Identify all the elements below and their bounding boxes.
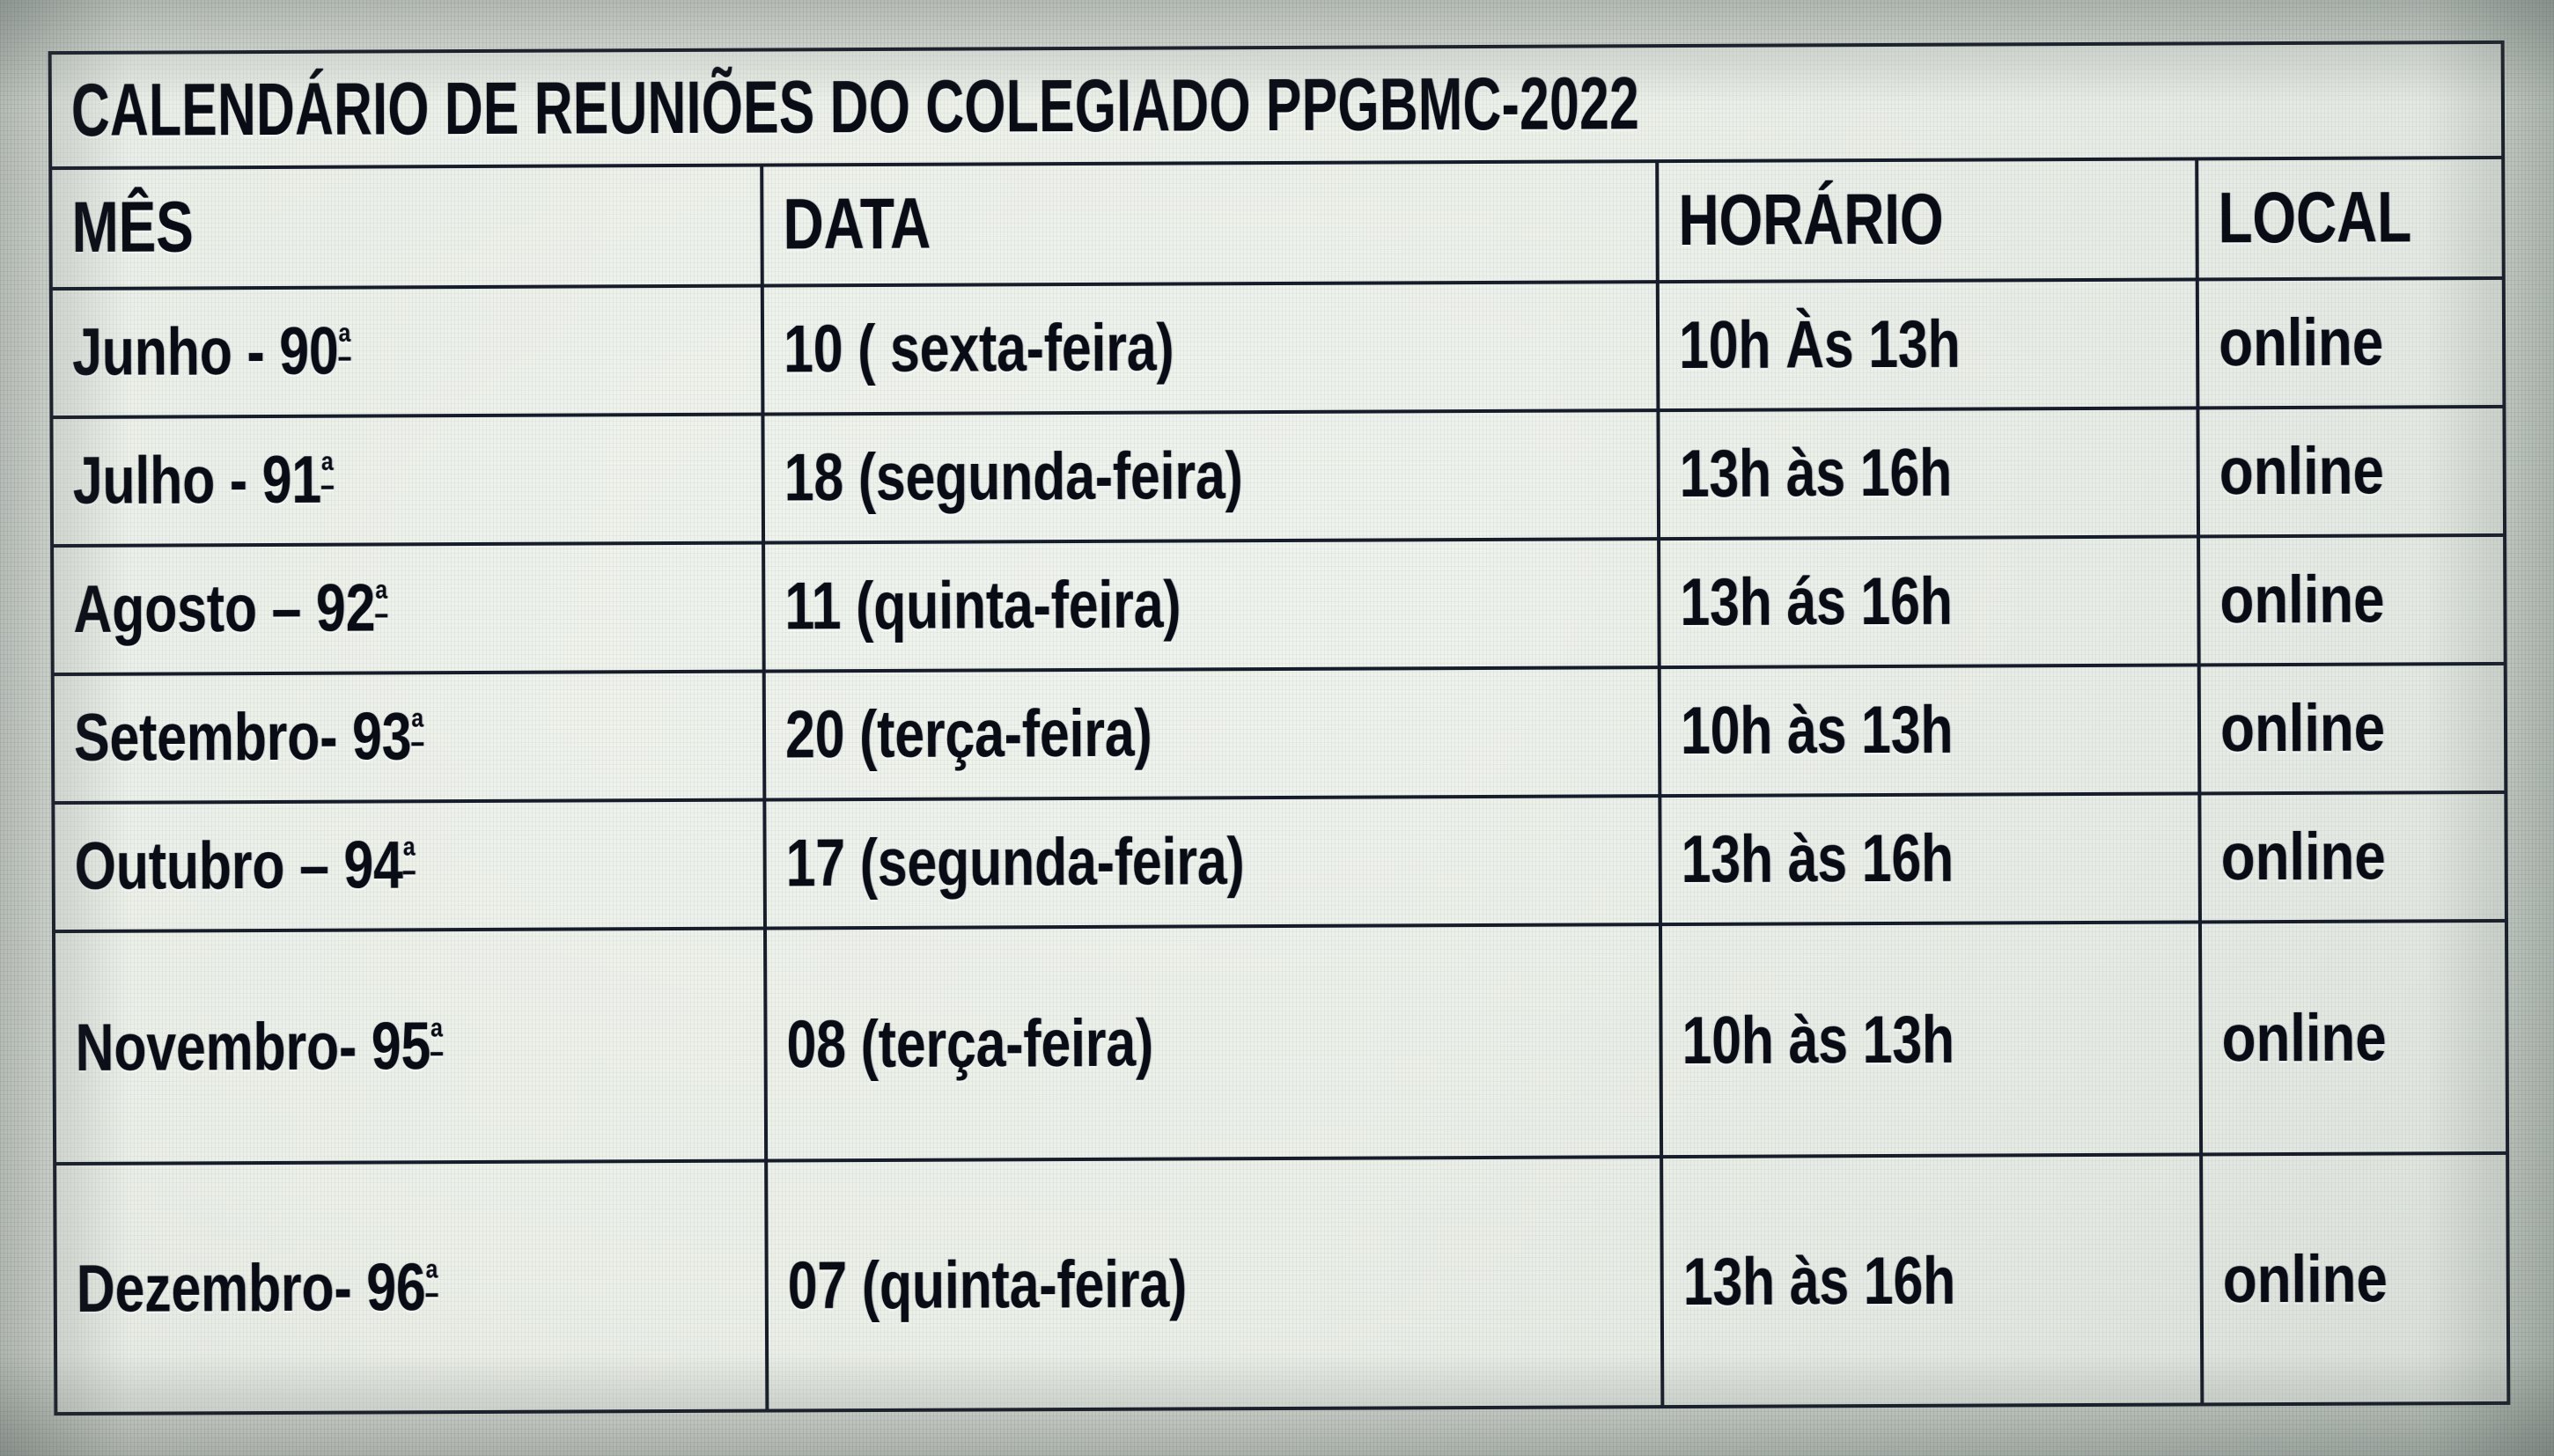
- cell-horario: 10h às 13h: [1660, 922, 2201, 1158]
- cell-local-text: online: [2222, 1241, 2388, 1317]
- cell-data-text: 07 (quinta-feira): [787, 1246, 1188, 1324]
- cell-local-text: online: [2221, 1000, 2387, 1076]
- cell-mes-text: Dezembro- 96ª: [77, 1249, 438, 1327]
- cell-data-text: 11 (quinta-feira): [784, 567, 1181, 644]
- cell-horario: 13h às 16h: [1660, 1154, 2203, 1408]
- cell-mes-ordinal: ª: [411, 703, 424, 751]
- cell-mes-ordinal: ª: [402, 832, 416, 879]
- cell-data-text: 10 ( sexta-feira): [783, 310, 1174, 387]
- cell-mes-text: Setembro- 93ª: [74, 698, 423, 776]
- cell-data: 20 (terça-feira): [763, 666, 1660, 800]
- cell-horario: 13h ás 16h: [1658, 536, 2199, 667]
- cell-mes-name: Novembro- 95: [75, 1008, 431, 1085]
- cell-horario: 10h às 13h: [1659, 665, 2200, 796]
- cell-horario-text: 10h às 13h: [1680, 692, 1954, 769]
- column-header-local: LOCAL: [2196, 158, 2504, 280]
- cell-data: 17 (segunda-feira): [764, 795, 1660, 929]
- cell-data: 11 (quinta-feira): [763, 538, 1660, 672]
- table-row: Julho - 91ª 18 (segunda-feira) 13h às 16h o…: [51, 406, 2506, 546]
- table-row: Setembro- 93ª 20 (terça-feira) 10h às 13h o…: [52, 663, 2506, 803]
- table-header-row: MÊS DATA HORÁRIO LOCAL: [50, 158, 2504, 289]
- cell-data: 08 (terça-feira): [764, 923, 1661, 1161]
- cell-mes-name: Agosto – 92: [73, 570, 376, 648]
- cell-mes: Setembro- 93ª: [52, 671, 765, 803]
- cell-mes-ordinal: ª: [425, 1254, 438, 1302]
- column-header-mes-label: MÊS: [71, 187, 194, 268]
- cell-local: online: [2197, 534, 2506, 665]
- column-header-local-label: LOCAL: [2218, 177, 2411, 259]
- cell-mes-ordinal: ª: [338, 319, 351, 366]
- cell-data-text: 17 (segunda-feira): [785, 824, 1245, 901]
- cell-mes: Junho - 90ª: [50, 285, 763, 417]
- cell-local-text: online: [2220, 819, 2386, 895]
- cell-horario-text: 13h às 16h: [1682, 1243, 1956, 1320]
- column-header-data: DATA: [762, 161, 1658, 286]
- cell-mes-name: Junho - 90: [71, 313, 339, 391]
- cell-local-text: online: [2219, 562, 2385, 638]
- cell-mes-name: Dezembro- 96: [76, 1249, 426, 1327]
- cell-data-text: 20 (terça-feira): [784, 695, 1152, 773]
- cell-local-text: online: [2219, 433, 2384, 510]
- table-title-row: CALENDÁRIO DE REUNIÕES DO COLEGIADO PPGB…: [49, 41, 2504, 169]
- cell-mes-ordinal: ª: [320, 447, 334, 495]
- column-header-horario: HORÁRIO: [1657, 158, 2197, 282]
- cell-data-text: 08 (terça-feira): [786, 1005, 1154, 1082]
- column-header-data-label: DATA: [783, 184, 931, 265]
- cell-horario-text: 13h às 16h: [1679, 435, 1953, 512]
- cell-horario: 13h às 16h: [1658, 408, 2198, 539]
- cell-local-text: online: [2219, 690, 2385, 767]
- table-row: Junho - 90ª 10 ( sexta-feira) 10h Às 13h on…: [50, 277, 2505, 417]
- column-header-mes: MÊS: [50, 165, 762, 289]
- cell-local: online: [2198, 663, 2506, 794]
- cell-horario-text: 13h às 16h: [1681, 820, 1954, 898]
- cell-mes-name: Setembro- 93: [73, 699, 412, 776]
- cell-mes-text: Junho - 90ª: [72, 313, 351, 391]
- cell-mes-text: Outubro – 94ª: [74, 827, 415, 906]
- cell-mes: Novembro- 95ª: [53, 928, 767, 1165]
- cell-horario: 13h às 16h: [1660, 793, 2200, 924]
- cell-data: 10 ( sexta-feira): [762, 281, 1659, 415]
- cell-mes: Dezembro- 96ª: [55, 1160, 768, 1415]
- cell-horario-text: 10h às 13h: [1682, 1002, 1954, 1078]
- meetings-calendar-table: CALENDÁRIO DE REUNIÕES DO COLEGIADO PPGB…: [48, 40, 2511, 1416]
- cell-mes-text: Novembro- 95ª: [75, 1008, 443, 1086]
- cell-mes-text: Agosto – 92ª: [73, 570, 387, 649]
- calendar-table-container: CALENDÁRIO DE REUNIÕES DO COLEGIADO PPGB…: [48, 40, 2511, 1416]
- column-header-horario-label: HORÁRIO: [1678, 180, 1944, 261]
- cell-mes: Outubro – 94ª: [53, 799, 765, 931]
- cell-mes-ordinal: ª: [375, 575, 388, 622]
- cell-local-text: online: [2218, 305, 2383, 381]
- cell-horario-text: 13h ás 16h: [1680, 563, 1953, 641]
- cell-mes-name: Julho - 91: [72, 442, 322, 519]
- table-row: Dezembro- 96ª 07 (quinta-feira) 13h às 16h…: [55, 1153, 2509, 1415]
- page-title: CALENDÁRIO DE REUNIÕES DO COLEGIADO PPGB…: [70, 62, 1640, 152]
- table-row: Outubro – 94ª 17 (segunda-feira) 13h às 16…: [53, 791, 2506, 931]
- cell-horario: 10h Às 13h: [1657, 279, 2198, 410]
- cell-horario-text: 10h Às 13h: [1678, 306, 1961, 384]
- cell-data: 18 (segunda-feira): [762, 409, 1659, 543]
- table-row: Agosto – 92ª 11 (quinta-feira) 13h ás 16h o…: [52, 534, 2506, 674]
- cell-mes-text: Julho - 91ª: [73, 442, 334, 519]
- cell-mes: Agosto – 92ª: [52, 542, 764, 674]
- cell-local: online: [2199, 791, 2506, 923]
- cell-local: online: [2200, 1153, 2509, 1405]
- cell-local: online: [2199, 920, 2508, 1155]
- table-row: Novembro- 95ª 08 (terça-feira) 10h às 13h o…: [53, 920, 2508, 1165]
- cell-mes-name: Outubro – 94: [74, 827, 403, 905]
- document-title-cell: CALENDÁRIO DE REUNIÕES DO COLEGIADO PPGB…: [49, 41, 2504, 169]
- cell-mes-ordinal: ª: [430, 1012, 443, 1060]
- cell-data: 07 (quinta-feira): [766, 1157, 1663, 1411]
- cell-local: online: [2197, 406, 2506, 537]
- cell-data-text: 18 (segunda-feira): [784, 438, 1243, 516]
- cell-mes: Julho - 91ª: [51, 414, 764, 546]
- cell-local: online: [2197, 277, 2505, 408]
